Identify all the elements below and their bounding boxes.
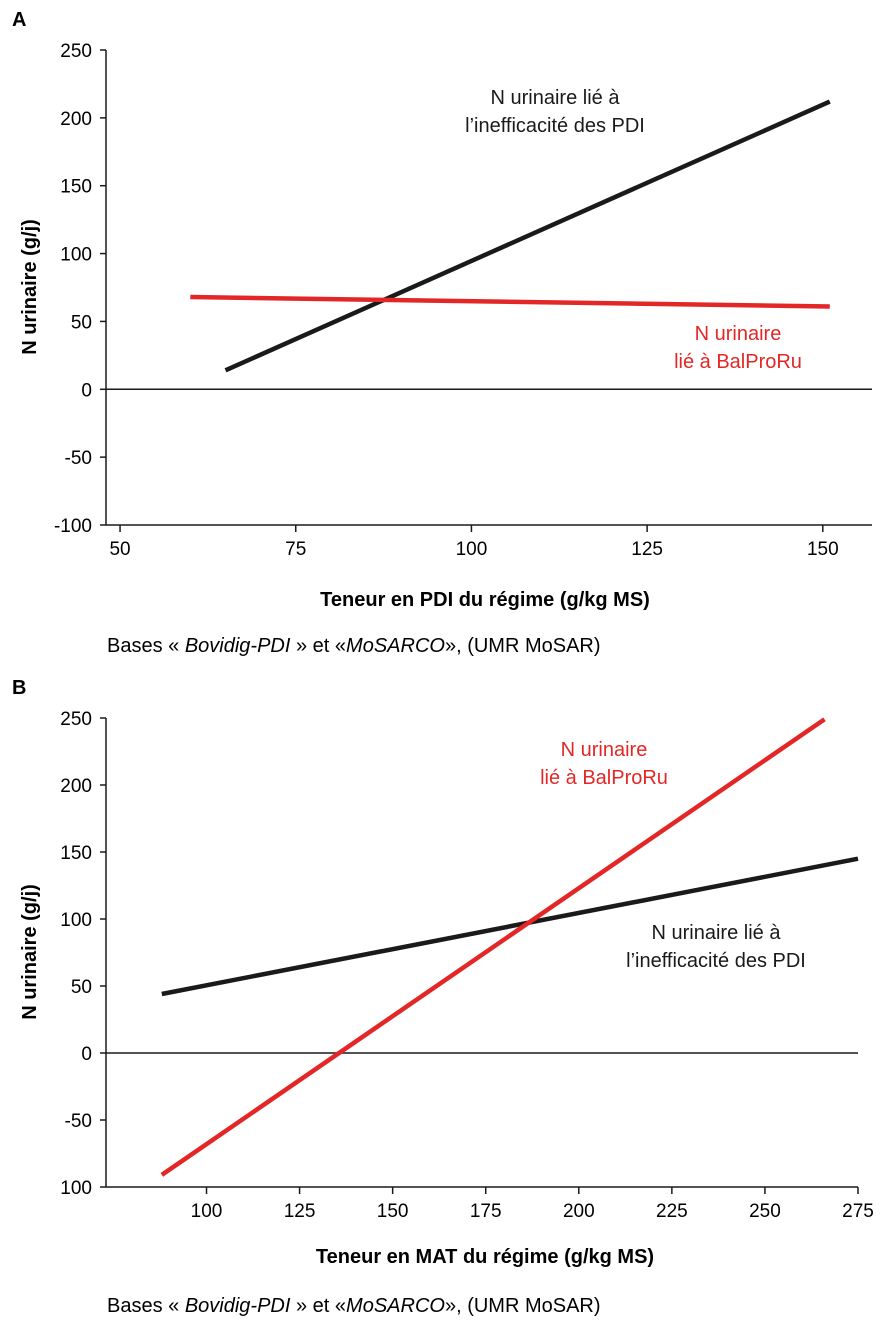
chart-a-annotation-line: l’inefficacité des PDI	[465, 115, 645, 137]
chart-b-x-tick-label: 125	[284, 1201, 316, 1222]
chart-a-x-tick-label: 50	[109, 539, 130, 560]
chart-b-y-tick-label: -50	[65, 1111, 92, 1132]
chart-a-x-axis-label: Teneur en PDI du régime (g/kg MS)	[320, 589, 650, 611]
chart-a-y-tick-label: 150	[60, 177, 92, 198]
chart-a-y-axis-label: N urinaire (g/j)	[19, 219, 41, 355]
chart-a-series-line-pdi	[224, 99, 831, 373]
chart-b-annotation-line: lié à BalProRu	[540, 767, 668, 789]
chart-a-source-part: » et «	[290, 635, 346, 657]
chart-b-source-part: MoSARCO	[346, 1295, 445, 1317]
chart-b-y-tick-label: 100	[60, 1178, 92, 1199]
chart-b-annotation-line: N urinaire lié à	[652, 922, 782, 944]
chart-b-x-tick-label: 275	[842, 1201, 874, 1222]
chart-b-x-tick-label: 100	[191, 1201, 223, 1222]
chart-a-y-tick-label: 200	[60, 109, 92, 130]
chart-a-y-tick-label: 100	[60, 245, 92, 266]
chart-b-y-axis-label: N urinaire (g/j)	[19, 884, 41, 1020]
chart-a-annotation-line: N urinaire	[695, 323, 782, 345]
chart-b-annotation-line: l’inefficacité des PDI	[626, 950, 806, 972]
chart-a-annotation-pdi: N urinaire lié à l’inefficacité des PDI	[465, 87, 645, 137]
chart-a-series-line-balproru	[190, 294, 830, 309]
chart-a-source-part: Bovidig-PDI	[185, 635, 291, 657]
chart-a-source-part: Bases «	[107, 635, 185, 657]
chart-b-source-caption: Bases « Bovidig-PDI » et «MoSARCO», (UMR…	[107, 1295, 601, 1317]
chart-b-x-tick-label: 175	[470, 1201, 502, 1222]
chart-a-y-tick-label: -50	[65, 448, 92, 469]
chart-a-x-tick-label: 125	[631, 539, 663, 560]
chart-a-y-tick-label: 250	[60, 41, 92, 62]
chart-b-y-tick-label: 150	[60, 843, 92, 864]
chart-a-x-tick-label: 150	[807, 539, 839, 560]
chart-a-source-caption: Bases « Bovidig-PDI » et «MoSARCO», (UMR…	[107, 635, 601, 657]
chart-b-x-tick-label: 200	[563, 1201, 595, 1222]
chart-a-annotation-balproru: N urinaire lié à BalProRu	[674, 323, 802, 373]
chart-b-x-tick-label: 250	[749, 1201, 781, 1222]
chart-b-series-line-pdi	[161, 856, 859, 997]
chart-a-source-part: MoSARCO	[346, 635, 445, 657]
chart-b-series-line-balproru	[160, 717, 826, 1177]
chart-b-annotation-balproru: N urinaire lié à BalProRu	[540, 739, 668, 789]
chart-b-y-tick-label: 250	[60, 709, 92, 730]
chart-b-source-part: Bases «	[107, 1295, 185, 1317]
chart-b-y-tick-label: 0	[81, 1044, 92, 1065]
chart-b-x-axis-label: Teneur en MAT du régime (g/kg MS)	[316, 1246, 654, 1268]
chart-b-source-part: » et «	[290, 1295, 346, 1317]
chart-a-y-tick-label: -100	[54, 516, 92, 537]
chart-b-x-tick-label: 225	[656, 1201, 688, 1222]
chart-a-annotation-line: lié à BalProRu	[674, 351, 802, 373]
chart-b-panel-letter: B	[12, 677, 26, 699]
chart-b-source-part: », (UMR MoSAR)	[445, 1295, 601, 1317]
chart-b-annotation-line: N urinaire	[561, 739, 648, 761]
chart-a-panel-letter: A	[12, 9, 26, 31]
chart-a-source-part: », (UMR MoSAR)	[445, 635, 601, 657]
chart-b-x-tick-label: 150	[377, 1201, 409, 1222]
chart-b-annotation-pdi: N urinaire lié à l’inefficacité des PDI	[626, 922, 806, 972]
chart-b-y-tick-label: 50	[71, 977, 92, 998]
chart-a-x-tick-label: 75	[285, 539, 306, 560]
chart-a-x-tick-label: 100	[456, 539, 488, 560]
chart-a-y-tick-label: 50	[71, 312, 92, 333]
chart-a-annotation-line: N urinaire lié à	[491, 87, 621, 109]
chart-b-source-part: Bovidig-PDI	[185, 1295, 291, 1317]
chart-b-y-tick-label: 100	[60, 910, 92, 931]
chart-a-y-tick-label: 0	[81, 380, 92, 401]
chart-b-y-tick-label: 200	[60, 776, 92, 797]
